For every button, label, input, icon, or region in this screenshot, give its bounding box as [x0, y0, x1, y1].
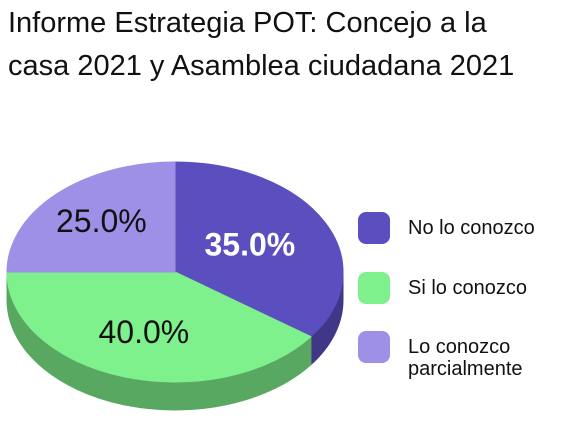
pie-slice — [6, 161, 176, 273]
data-label: 35.0% — [204, 226, 295, 262]
legend-item: No lo conozco — [358, 212, 558, 244]
data-label: 25.0% — [56, 203, 147, 239]
legend-swatch — [358, 272, 390, 304]
chart-title: Informe Estrategia POT: Concejo a la cas… — [8, 7, 515, 82]
legend-label: No lo conozco — [408, 217, 535, 239]
legend-swatch — [358, 212, 390, 244]
legend-label: Lo conozco parcialmente — [408, 336, 523, 380]
legend-label: Si lo conozco — [408, 277, 527, 299]
legend-swatch — [358, 331, 390, 363]
pie-slice — [6, 271, 312, 383]
pie-slice — [174, 161, 344, 338]
legend-item: Lo conozco parcialmente — [358, 331, 558, 380]
legend-item: Si lo conozco — [358, 272, 558, 304]
data-label: 40.0% — [98, 314, 189, 350]
